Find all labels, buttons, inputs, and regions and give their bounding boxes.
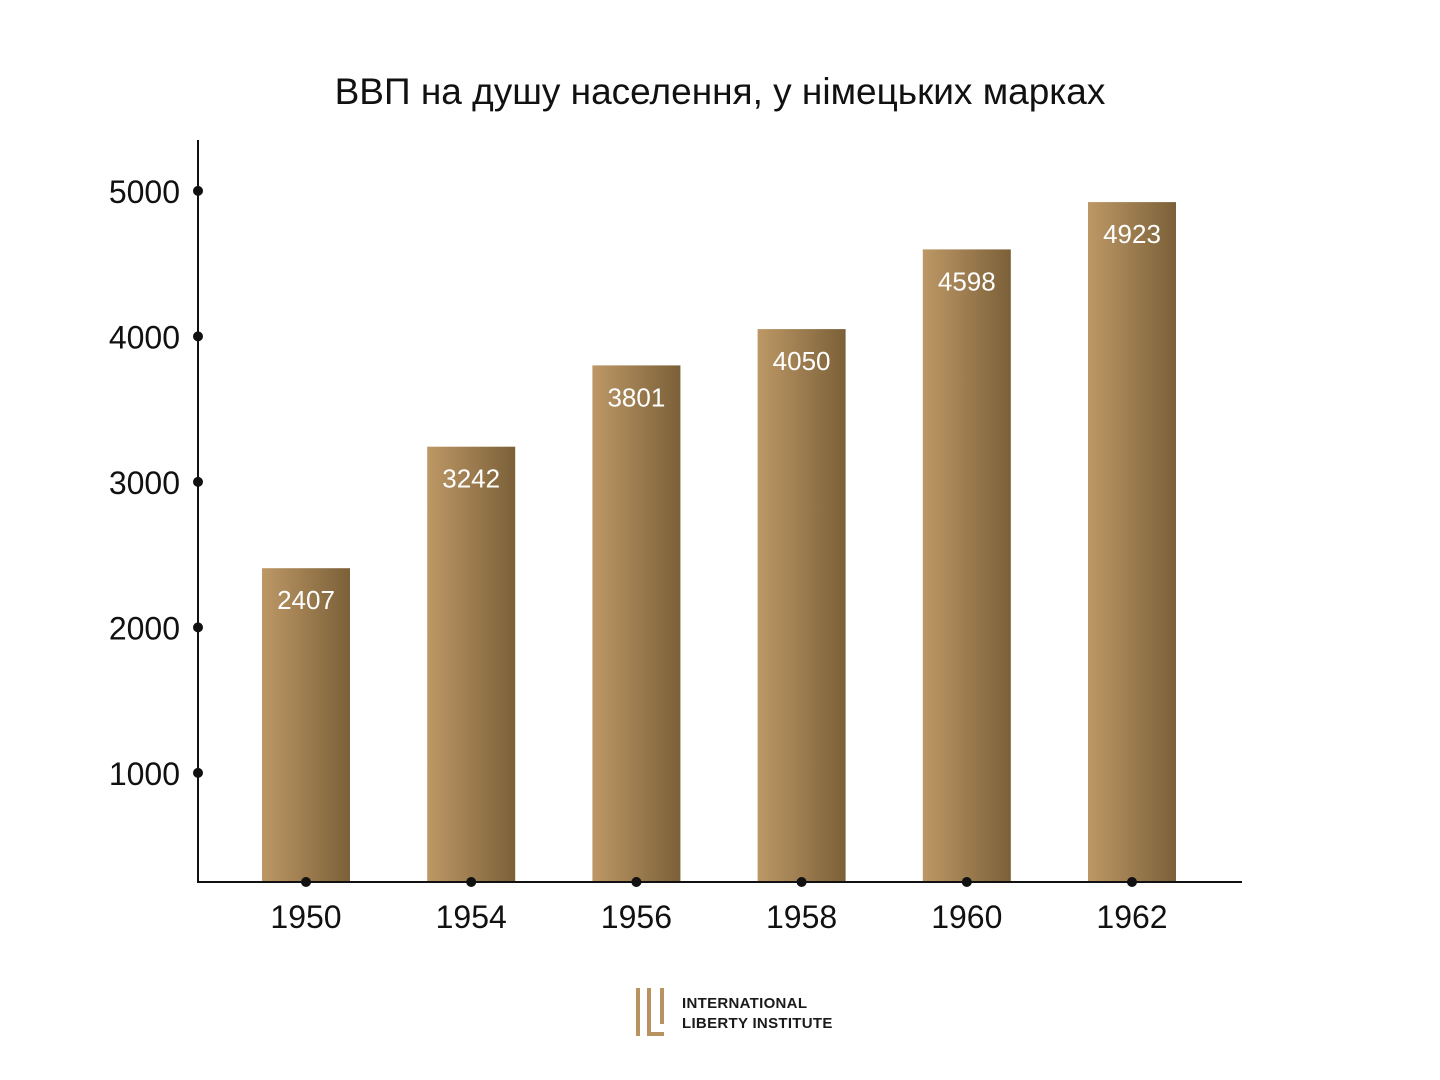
x-tick-dot-1954 [466,877,477,887]
x-tick-dot-1960 [961,877,972,887]
bar-value-label-1962: 4923 [1103,219,1161,249]
y-tick-label-2000: 2000 [109,610,180,646]
x-ticks-group: 1950 1954 1956 1958 1960 1962 [270,877,1168,935]
y-tick-dot-1000 [193,767,203,778]
bar-1956 [592,365,681,882]
x-tick-label-1960: 1960 [931,899,1002,935]
bar-1962 [1088,202,1176,883]
bar-1954 [427,446,516,882]
y-tick-dot-5000 [193,185,203,196]
bar-1950 [262,568,350,882]
y-tick-label-5000: 5000 [109,174,180,210]
logo-mark-icon [636,988,664,1036]
x-tick-label-1950: 1950 [270,899,341,935]
y-tick-label-1000: 1000 [109,756,180,792]
bar-1960 [922,249,1011,882]
y-tick-label-4000: 4000 [109,319,180,355]
y-ticks-group: 1000 2000 3000 4000 5000 [109,174,203,792]
bar-value-label-1960: 4598 [938,266,996,296]
bar-value-label-1956: 3801 [607,382,665,412]
x-tick-dot-1962 [1127,877,1137,887]
institute-logo: INTERNATIONAL LIBERTY INSTITUTE [636,988,833,1036]
logo-line-2: LIBERTY INSTITUTE [682,1015,833,1032]
bar-value-label-1950: 2407 [277,585,335,615]
x-tick-label-1958: 1958 [766,899,837,935]
y-tick-dot-2000 [193,622,203,633]
x-tick-dot-1950 [301,877,311,887]
y-tick-dot-4000 [193,331,203,342]
bars-group [262,202,1176,883]
bar-labels-group: 2407 3242 3801 4050 4598 4923 [277,219,1161,615]
x-tick-dot-1958 [796,877,807,887]
bar-value-label-1958: 4050 [773,346,831,376]
x-tick-dot-1956 [631,877,642,887]
y-tick-dot-3000 [193,476,203,487]
bar-value-label-1954: 3242 [442,464,500,494]
x-tick-label-1954: 1954 [436,899,507,935]
x-tick-label-1962: 1962 [1096,899,1167,935]
chart-title: ВВП на душу населення, у німецьких марка… [335,71,1106,112]
logo-line-1: INTERNATIONAL [682,995,807,1012]
y-tick-label-3000: 3000 [109,465,180,501]
x-tick-label-1956: 1956 [601,899,672,935]
bar-1958 [757,329,846,883]
